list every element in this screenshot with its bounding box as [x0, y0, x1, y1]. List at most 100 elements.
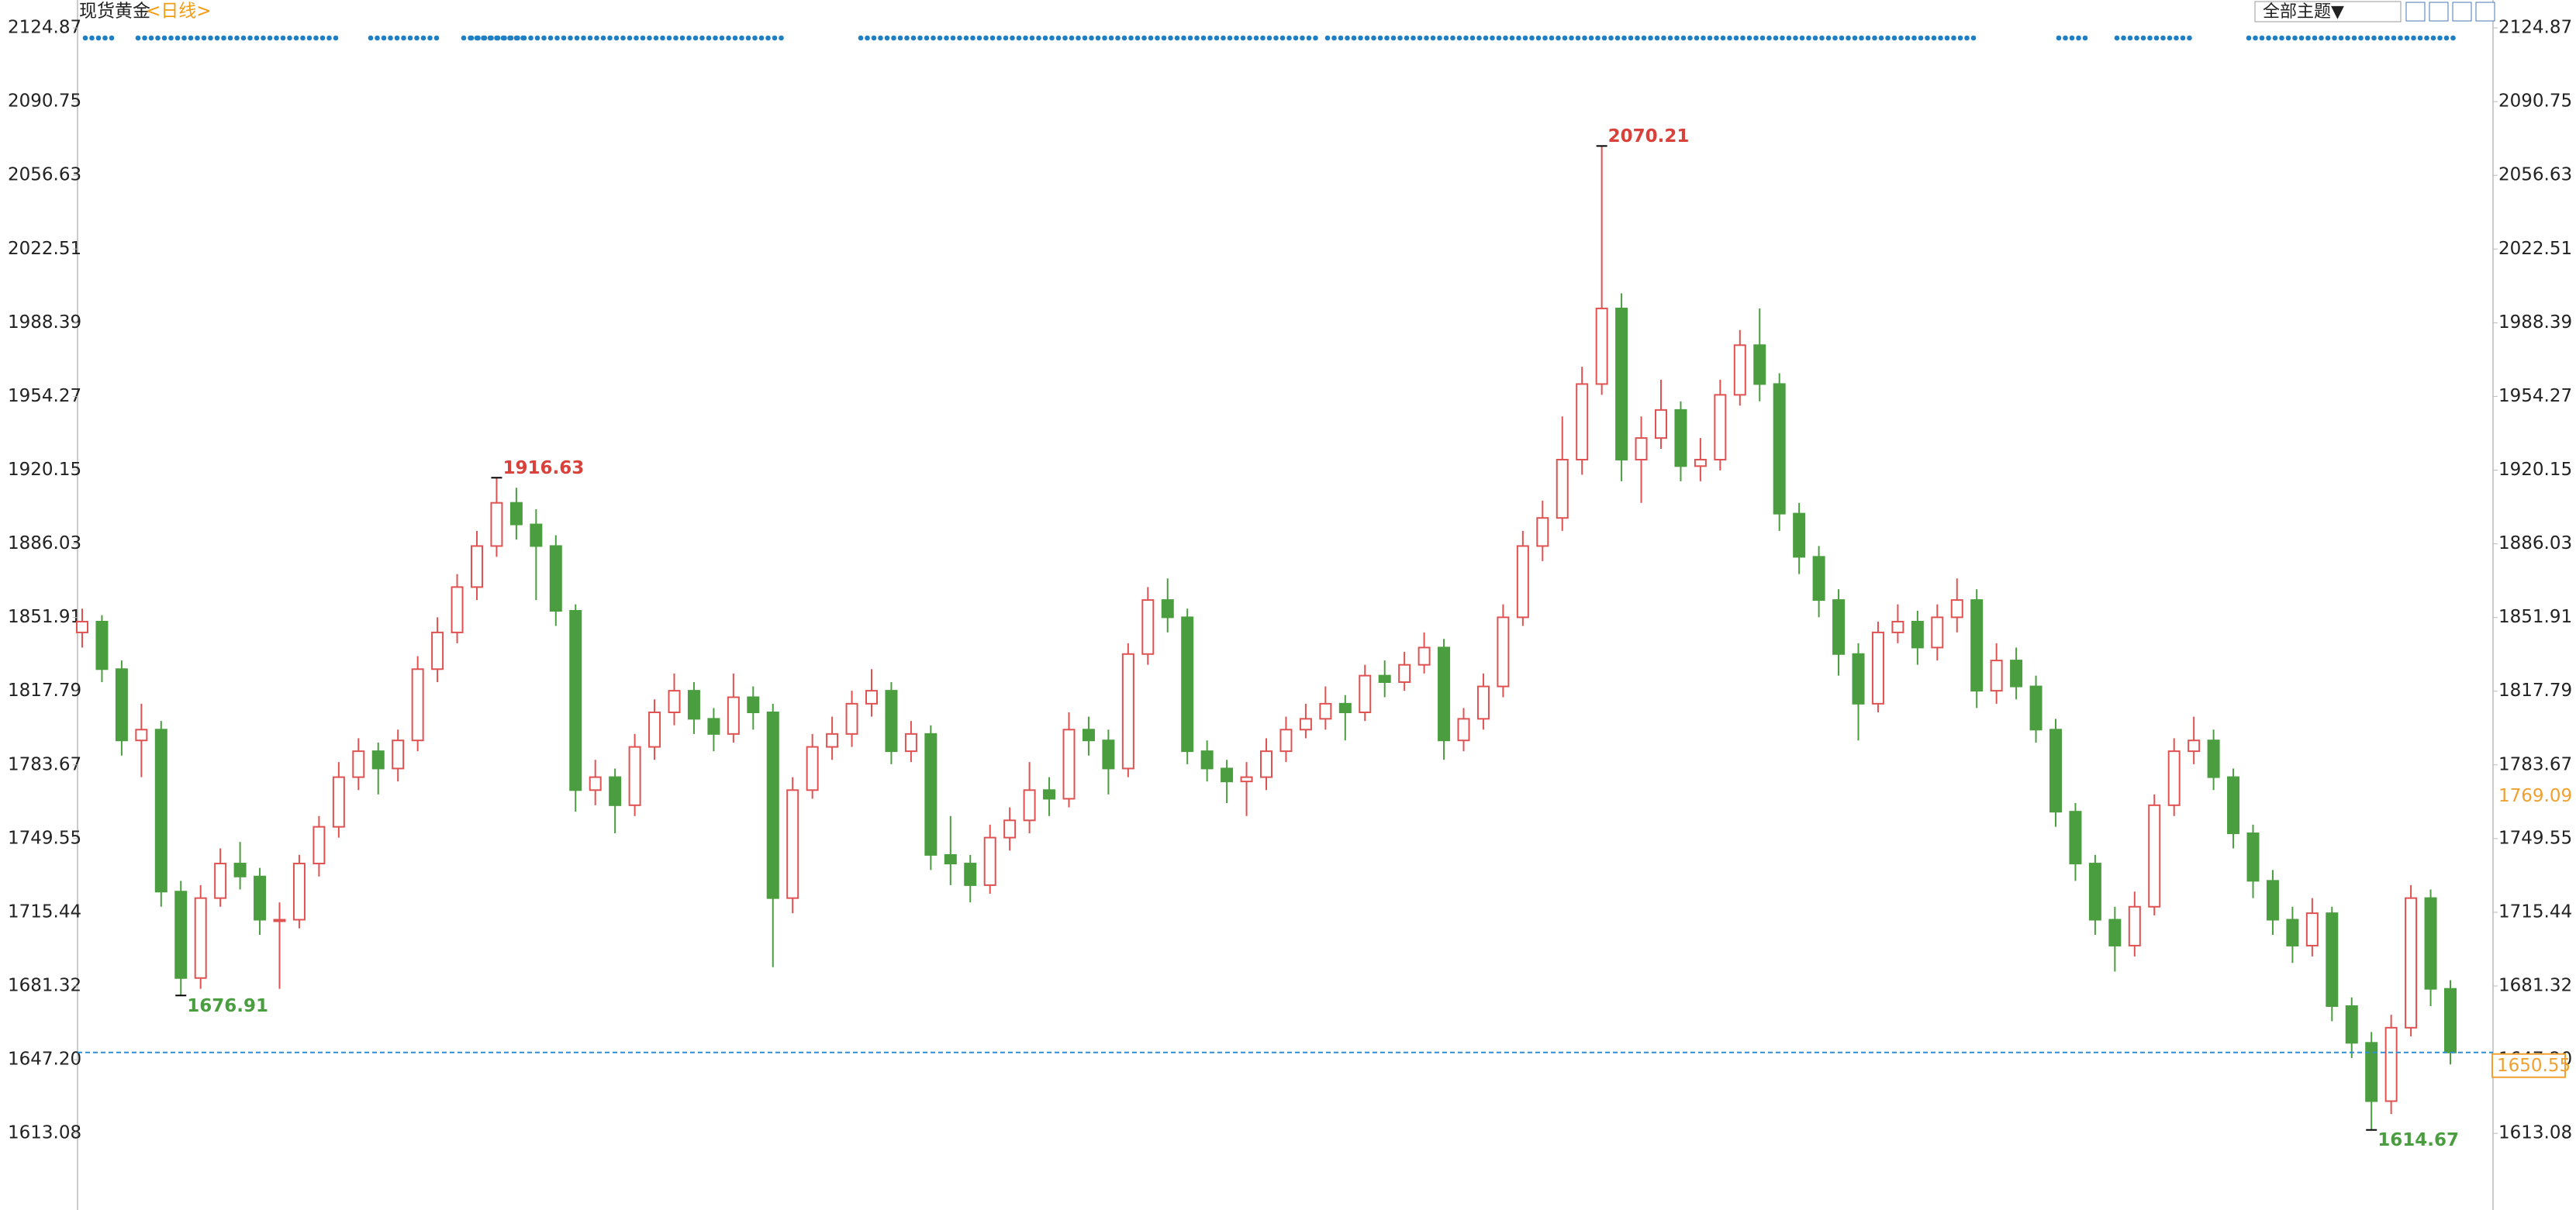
event-dot	[1306, 35, 1312, 41]
event-dot	[2160, 35, 2166, 41]
event-dot	[240, 35, 247, 41]
candle-body	[194, 897, 207, 979]
high-annotation: 1916.63	[502, 458, 584, 478]
event-dot	[1300, 35, 1305, 41]
candle-body	[2069, 811, 2082, 865]
event-dot	[891, 35, 896, 41]
candle-body	[2365, 1042, 2378, 1102]
theme-button-label[interactable]: 全部主题▼	[2263, 2, 2344, 22]
event-dot	[2063, 35, 2068, 41]
y-tick-label-right: 2056.63	[2498, 165, 2572, 185]
event-dot	[1516, 35, 1521, 41]
event-dot	[1214, 35, 1220, 41]
event-dot	[1819, 35, 1825, 41]
event-dot	[461, 35, 467, 41]
y-tick-label-right: 2124.87	[2498, 18, 2572, 38]
event-dot	[910, 35, 917, 41]
event-dot	[1931, 35, 1937, 41]
y-tick-label-left: 1749.55	[8, 828, 81, 848]
candle-body	[747, 696, 760, 713]
candle-body	[2029, 685, 2042, 731]
candle-body	[786, 789, 799, 899]
tool-icon[interactable]	[2475, 2, 2495, 22]
candle-body	[609, 776, 622, 806]
event-dot	[1240, 35, 1246, 41]
y-tick-label-right: 1783.67	[2498, 754, 2572, 774]
event-dot	[1227, 35, 1233, 41]
candle-body	[2128, 905, 2141, 946]
event-dot	[1582, 35, 1587, 41]
event-dot	[1450, 35, 1455, 41]
toolbar[interactable]: 全部主题▼	[2254, 1, 2495, 22]
y-tick-label-right: 1988.39	[2498, 312, 2572, 333]
event-dot	[1345, 35, 1350, 41]
candle-body	[332, 776, 345, 828]
event-dot	[2305, 35, 2311, 41]
event-dot	[699, 35, 705, 41]
event-dot	[1384, 35, 1390, 41]
candle-body	[76, 620, 88, 633]
event-dot	[1793, 35, 1798, 41]
event-dot	[1970, 35, 1977, 41]
candle-body	[766, 711, 779, 899]
event-dot	[1865, 35, 1871, 41]
event-dot	[1036, 35, 1041, 41]
event-dot	[2417, 35, 2423, 41]
theme-button[interactable]	[2254, 1, 2402, 22]
candle-body	[1359, 674, 1372, 713]
candle-body	[1438, 646, 1451, 742]
event-dot	[1437, 35, 1442, 41]
event-dot	[2253, 35, 2258, 41]
event-dot	[950, 35, 956, 41]
candle-body	[2246, 833, 2260, 882]
event-dot	[1108, 35, 1114, 41]
event-dot	[1089, 35, 1094, 41]
event-dot	[1128, 35, 1134, 41]
event-dot	[2121, 35, 2126, 41]
event-dot	[2371, 35, 2377, 41]
y-tick-label-left: 1715.44	[8, 901, 81, 922]
event-dot	[2332, 35, 2337, 41]
event-dot	[82, 35, 88, 41]
candle-body	[1240, 776, 1253, 783]
candle-body	[1931, 616, 1944, 649]
event-dot	[254, 35, 260, 41]
tool-icon[interactable]	[2429, 2, 2449, 22]
event-dot	[1885, 35, 1891, 41]
candle-body	[509, 502, 523, 526]
tool-icon[interactable]	[2405, 2, 2426, 22]
event-dot	[287, 35, 292, 41]
candle-body	[490, 502, 503, 547]
event-dot	[692, 35, 699, 41]
event-dot	[2127, 35, 2133, 41]
candle-body	[2444, 988, 2457, 1053]
event-dot	[401, 35, 406, 41]
candle-body	[292, 863, 306, 921]
candle-body	[2266, 880, 2279, 921]
event-dot	[2364, 35, 2371, 41]
tool-icon[interactable]	[2452, 2, 2472, 22]
event-dot	[521, 35, 527, 41]
candle-body	[1181, 616, 1194, 753]
event-dot	[917, 35, 923, 41]
event-dot	[1430, 35, 1436, 41]
candle-body	[2227, 776, 2240, 835]
candle-body	[569, 610, 582, 791]
y-tick-label-left: 1920.15	[8, 460, 81, 480]
event-dot	[2358, 35, 2364, 41]
event-dot	[1411, 35, 1416, 41]
candle-body	[1635, 437, 1648, 460]
y-tick-label-left: 1988.39	[8, 312, 81, 333]
candle-body	[2345, 1005, 2358, 1044]
candle-body	[273, 919, 286, 922]
event-dot	[227, 35, 233, 41]
event-dot	[1746, 35, 1752, 41]
event-dot	[574, 35, 580, 41]
event-dot	[1187, 35, 1193, 41]
candle-body	[885, 690, 898, 753]
candle-body	[687, 690, 700, 720]
candle-body	[1338, 702, 1352, 713]
candle-body	[1417, 646, 1431, 666]
candle-body	[549, 545, 562, 612]
event-dot	[1891, 35, 1897, 41]
